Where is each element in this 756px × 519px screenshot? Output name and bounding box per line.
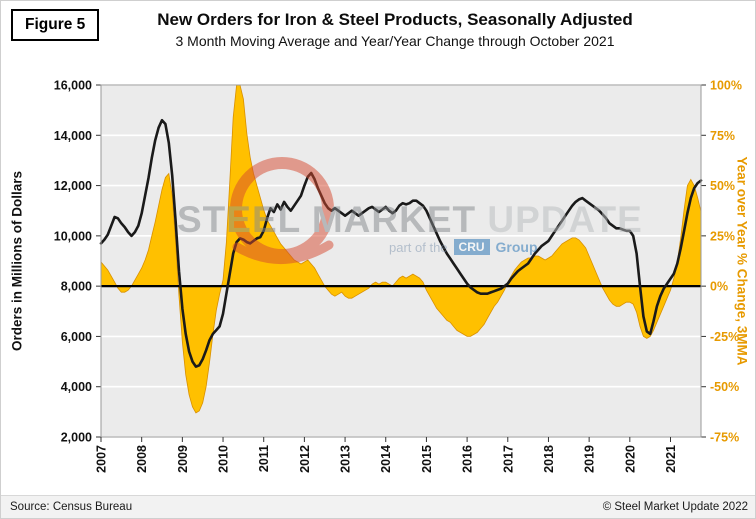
copyright-note: © Steel Market Update 2022 [602, 501, 748, 513]
x-axis-tick-label: 2013 [339, 445, 353, 473]
right-axis-tick-label: -50% [710, 380, 739, 394]
right-axis-tick-label: 25% [710, 229, 735, 243]
left-axis-tick-label: 12,000 [54, 179, 92, 193]
left-axis-title: Orders in Millions of Dollars [9, 170, 25, 352]
x-axis-tick-label: 2016 [461, 445, 475, 473]
title-block: New Orders for Iron & Steel Products, Se… [105, 9, 685, 49]
chart-plot: 2,000 -75% 4,000 -50% 6,000 -25% 8,000 0% 10,000… [54, 79, 742, 473]
figure-label: Figure 5 [11, 9, 100, 41]
plot-border [100, 84, 702, 438]
x-axis-tick-label: 2008 [135, 445, 149, 473]
x-axis-tick-label: 2021 [664, 445, 678, 473]
chart-subtitle: 3 Month Moving Average and Year/Year Cha… [175, 33, 615, 50]
left-axis-tick-label: 14,000 [54, 129, 92, 143]
right-axis-tick-label: 75% [710, 129, 735, 143]
orders-line [99, 118, 703, 368]
x-axis-tick-label: 2012 [298, 445, 312, 473]
right-axis-tick-label: 100% [710, 79, 742, 93]
right-axis-tick-label: -25% [710, 330, 739, 344]
left-axis-tick-label: 8,000 [61, 280, 92, 294]
x-axis-tick-label: 2010 [217, 445, 231, 473]
left-axis-tick-label: 10,000 [54, 229, 92, 243]
right-axis-title: Year over Year % Change, 3MMA [734, 156, 750, 366]
right-axis-tick-label: 50% [710, 179, 735, 193]
x-axis-tick-label: 2017 [501, 445, 515, 473]
right-axis-tick-label: 0% [710, 280, 728, 294]
chart-title: New Orders for Iron & Steel Products, Se… [157, 10, 633, 29]
chart-area: 2,000 -75% 4,000 -50% 6,000 -25% 8,000 0% 10,000… [1, 61, 755, 491]
left-axis-tick-label: 2,000 [61, 431, 92, 445]
x-axis-tick-label: 2009 [176, 445, 190, 473]
right-axis-tick-label: -75% [710, 431, 739, 445]
left-axis-tick-label: 16,000 [54, 79, 92, 93]
x-axis-tick-label: 2020 [623, 445, 637, 473]
x-axis-tick-label: 2015 [420, 445, 434, 473]
left-axis-tick-label: 6,000 [61, 330, 92, 344]
x-axis-tick-label: 2011 [257, 445, 271, 472]
x-axis-tick-label: 2014 [379, 445, 393, 473]
x-axis-tick-label: 2007 [95, 445, 109, 473]
x-axis-tick-label: 2019 [583, 445, 597, 473]
left-axis-tick-label: 4,000 [61, 380, 92, 394]
source-note: Source: Census Bureau [10, 501, 133, 513]
x-axis-tick-label: 2018 [542, 445, 556, 473]
footer-bar: Source: Census Bureau © Steel Market Upd… [1, 495, 755, 518]
